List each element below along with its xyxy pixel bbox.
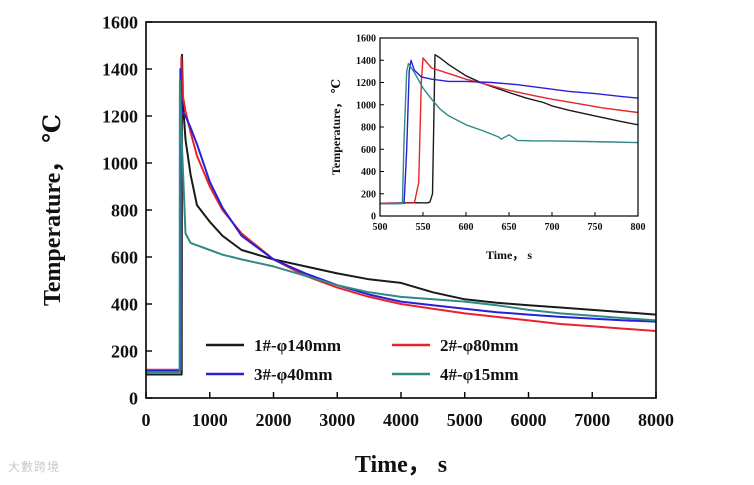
main-x-tick-label: 3000 [319,410,355,430]
inset-y-tick-label: 400 [361,167,376,178]
watermark-text: 大數跨境 [8,460,61,474]
inset-background [380,38,638,216]
main-chart: 0 1000 2000 3000 4000 5000 6000 7000 80000200400… [40,12,674,478]
main-x-tick-label: 6000 [511,410,547,430]
inset-y-tick-label: 1200 [356,78,376,89]
legend-label-1: 1#-φ140mm [254,336,341,355]
inset-y-tick-label: 600 [361,145,376,156]
inset-x-tick-label: 600 [459,222,474,233]
legend-label-3: 3#-φ40mm [254,365,333,384]
inset-x-tick-label: 750 [588,222,603,233]
main-x-tick-label: 2000 [256,410,292,430]
main-x-tick-label: 4000 [383,410,419,430]
inset-x-axis-label: Time， s [486,248,532,262]
inset-y-axis-label: Temperature， ℃ [329,79,343,175]
main-x-tick-label: 8000 [638,410,674,430]
main-y-tick-label: 600 [111,247,138,267]
inset-series-3-line [379,59,639,205]
inset-series-1-line [379,54,639,204]
main-series-4-line [146,79,657,374]
legend-label-4: 4#-φ15mm [440,365,519,384]
inset-y-tick-label: 200 [361,189,376,200]
main-x-axis-label: Time， s [355,452,447,478]
inset-x-tick-label: 650 [502,222,517,233]
main-y-axis-label: Temperature， ℃ [40,114,66,306]
inset-x-tick-label: 700 [545,222,560,233]
inset-y-tick-label: 0 [371,212,376,223]
main-y-tick-label: 0 [129,388,138,408]
main-series-2-line [146,56,657,371]
main-y-tick-label: 1400 [102,59,138,79]
inset-x-tick-label: 800 [631,222,646,233]
main-x-tick-label: 0 [142,410,151,430]
inset-y-tick-label: 1400 [356,56,376,67]
inset-y-tick-label: 1000 [356,100,376,111]
inset-y-tick-label: 1600 [356,34,376,45]
main-x-tick-label: 7000 [574,410,610,430]
legend: 1#-φ140mm 2#-φ80mm 3#-φ40mm 4#-φ15mm [206,336,519,384]
main-y-tick-label: 400 [111,294,138,314]
main-y-tick-label: 1000 [102,153,138,173]
main-y-tick-label: 1600 [102,12,138,32]
inset-y-tick-label: 800 [361,123,376,134]
main-y-tick-label: 200 [111,341,138,361]
inset-x-tick-label: 550 [416,222,431,233]
main-x-tick-label: 5000 [447,410,483,430]
main-y-tick-label: 800 [111,200,138,220]
inset-chart: 500 550 600 650 700 750 800 0 200 400 600 800 1000 12… [329,34,646,263]
inset-series-4-line [379,62,639,205]
inset-x-tick-label: 500 [373,222,388,233]
main-y-tick-label: 1200 [102,106,138,126]
main-x-tick-label: 1000 [192,410,228,430]
legend-label-2: 2#-φ80mm [440,336,519,355]
inset-series-2-line [380,57,639,204]
